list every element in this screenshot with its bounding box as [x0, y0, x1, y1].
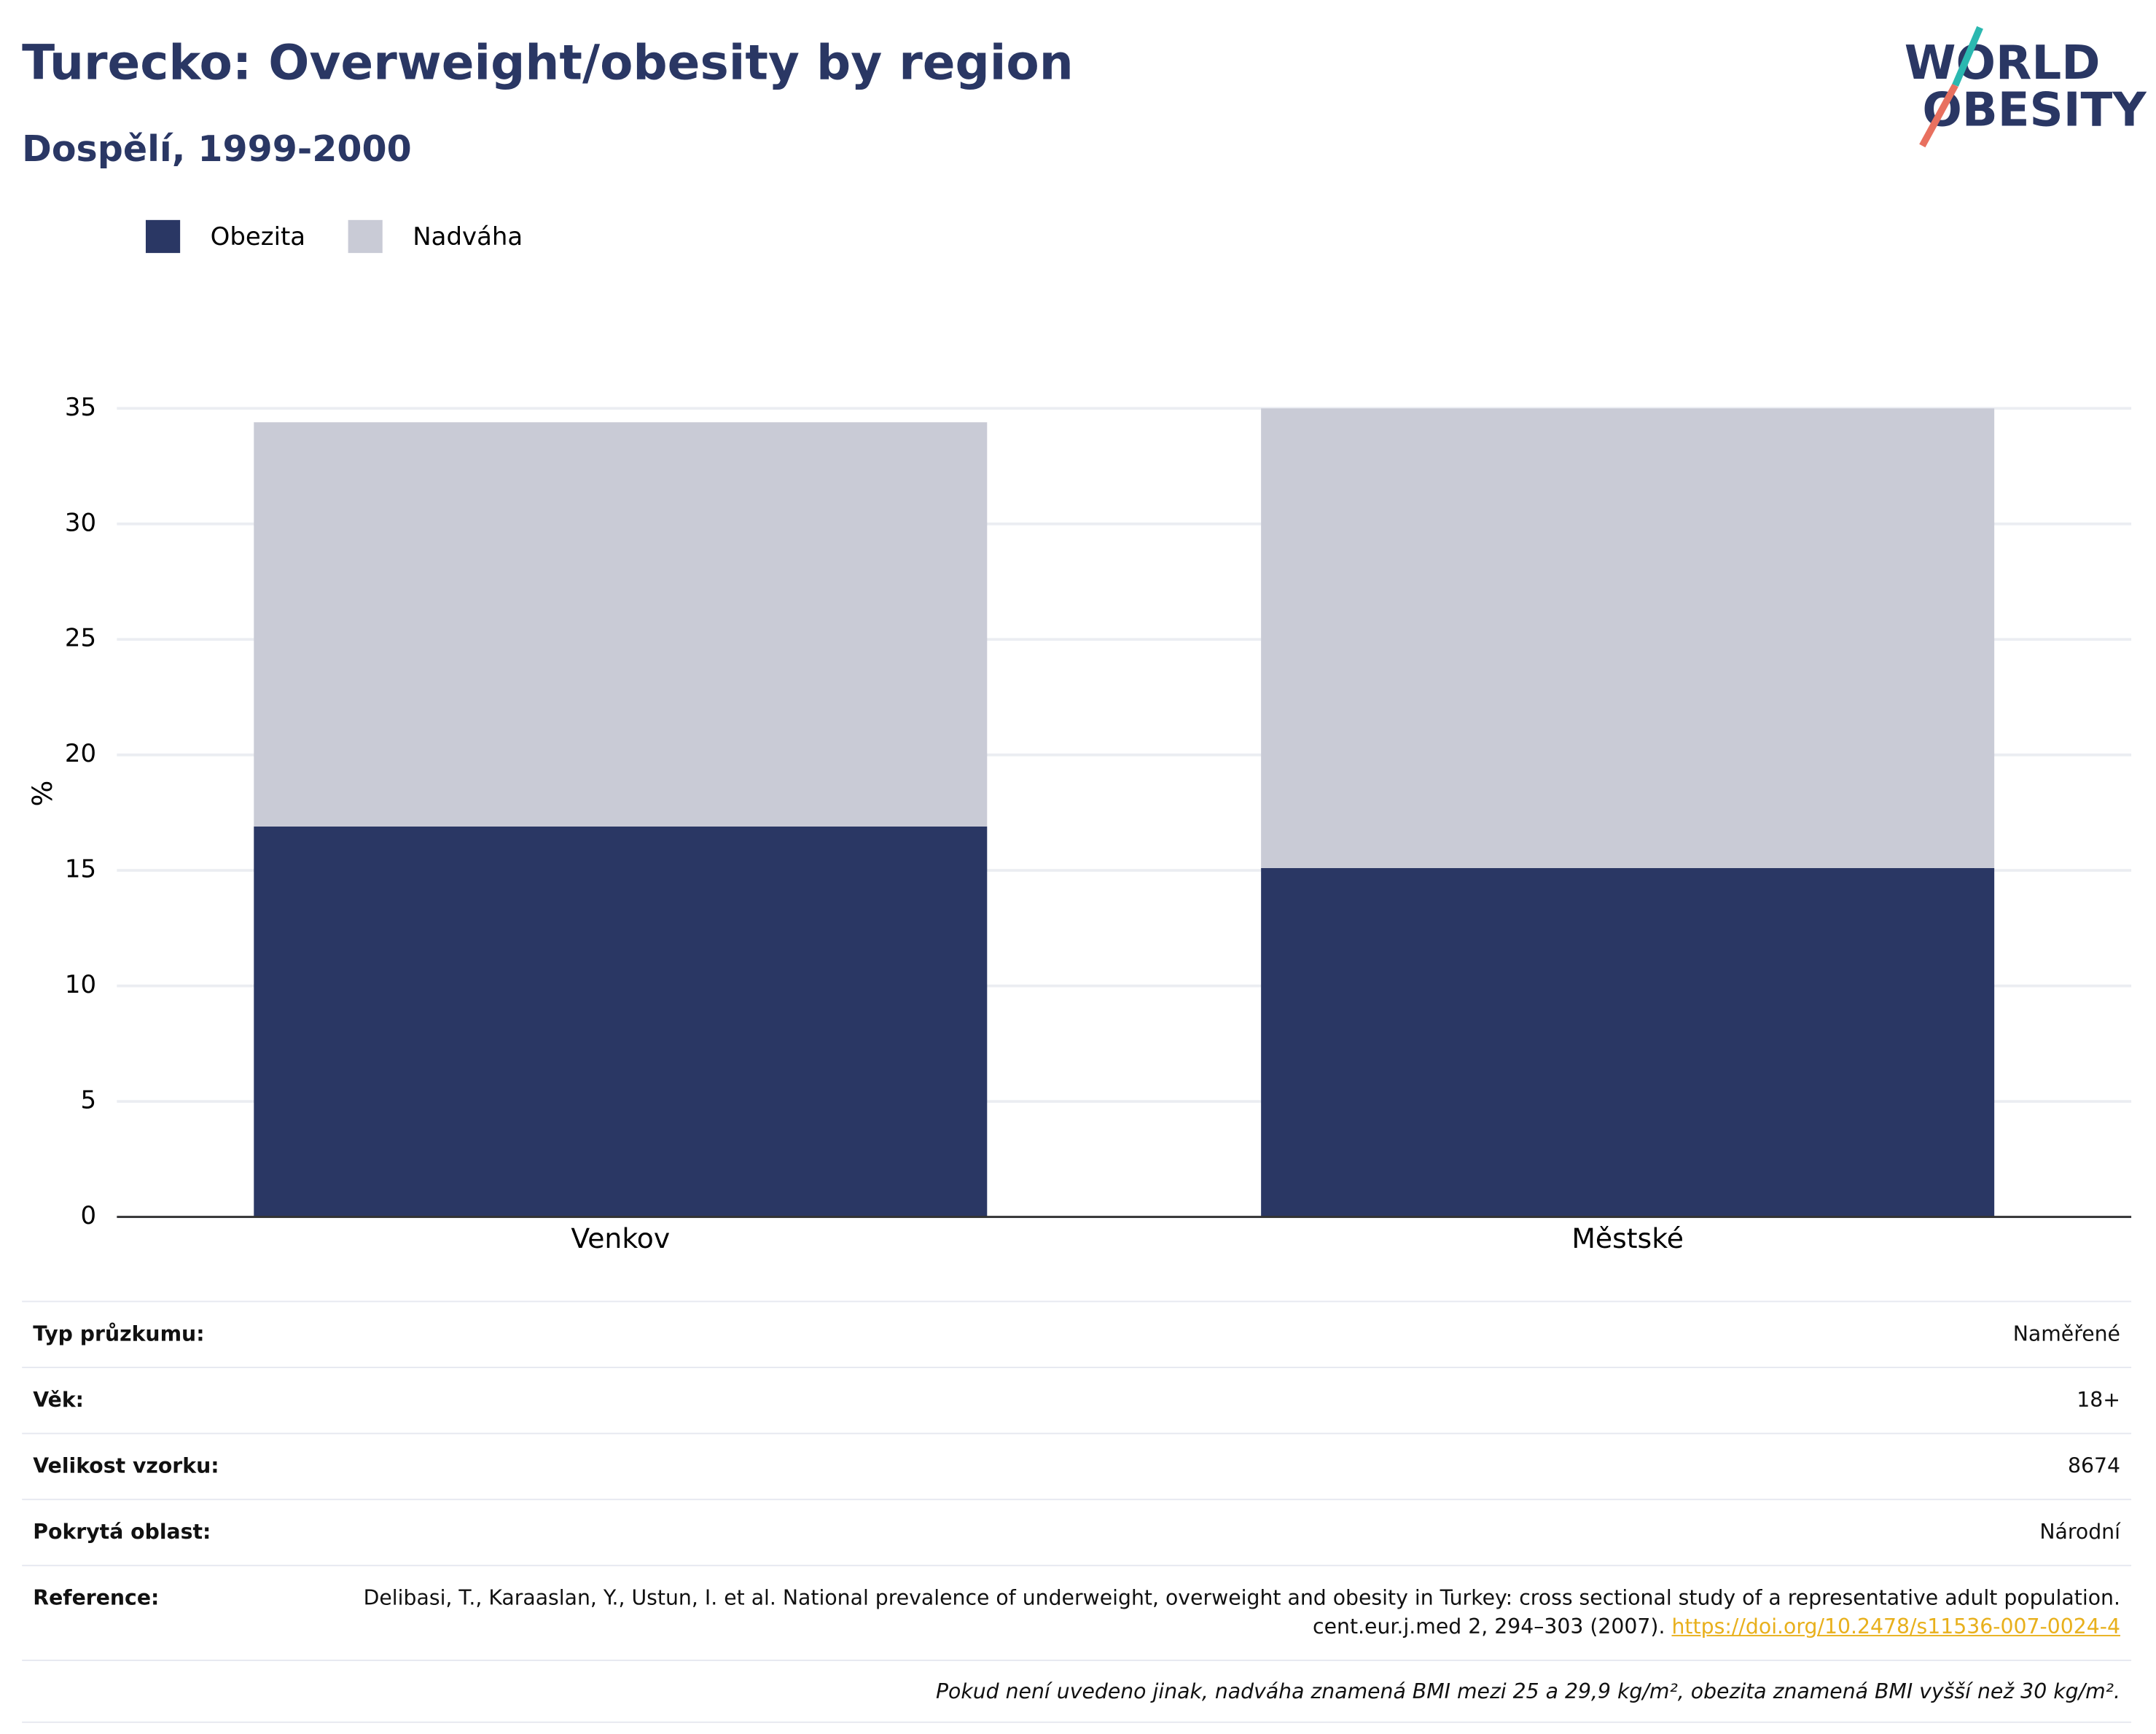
- bar-segment: [254, 826, 988, 1217]
- logo-slash: [1952, 26, 1983, 87]
- y-axis-label: %: [26, 781, 58, 807]
- y-tick-label: 25: [65, 624, 96, 653]
- reference-link[interactable]: https://doi.org/10.2478/s11536-007-0024-…: [1671, 1614, 2120, 1639]
- y-tick-label: 35: [65, 393, 96, 422]
- info-value: 18+: [2077, 1387, 2120, 1413]
- y-tick-label: 5: [80, 1086, 96, 1115]
- info-value: 8674: [2067, 1453, 2120, 1478]
- logo-slash: [1919, 83, 1958, 148]
- info-label: Typ průzkumu:: [33, 1321, 205, 1346]
- chart: Turecko: Overweight/obesity by region Do…: [22, 26, 2147, 1254]
- info-table: Typ průzkumu: Naměřené Věk: 18+ Velikost vzo…: [22, 1300, 2132, 1723]
- chart-title: Turecko: Overweight/obesity by region: [22, 35, 1074, 91]
- y-tick-label: 30: [65, 508, 96, 537]
- legend-swatch: [145, 219, 181, 254]
- info-label: Reference:: [33, 1585, 160, 1611]
- logo-text: OBESITY: [1922, 82, 2147, 137]
- logo-text: WORLD: [1905, 36, 2101, 90]
- info-row: Reference: Delibasi, T., Karaaslan, Y., U…: [22, 1564, 2132, 1660]
- bar-segment: [254, 422, 988, 827]
- info-row: Věk: 18+: [22, 1367, 2132, 1433]
- info-row: Pokrytá oblast: Národní: [22, 1499, 2132, 1565]
- y-tick-label: 15: [65, 855, 96, 884]
- y-tick-label: 0: [80, 1201, 96, 1230]
- x-tick-label: Městské: [1571, 1222, 1684, 1254]
- info-label: Věk:: [33, 1387, 84, 1413]
- reference-text: Delibasi, T., Karaaslan, Y., Ustun, I. e…: [363, 1585, 2120, 1639]
- info-value: Naměřené: [2012, 1321, 2120, 1346]
- info-value: Delibasi, T., Karaaslan, Y., Ustun, I. e…: [214, 1584, 2120, 1641]
- legend-label: Obezita: [211, 222, 305, 251]
- chart-subtitle: Dospělí, 1999-2000: [22, 128, 412, 170]
- info-row: Velikost vzorku: 8674: [22, 1432, 2132, 1499]
- bar-segment: [1261, 408, 1995, 868]
- info-row: Typ průzkumu: Naměřené: [22, 1300, 2132, 1367]
- y-tick-label: 10: [65, 970, 96, 999]
- info-value: Národní: [2039, 1519, 2120, 1544]
- legend-swatch: [348, 219, 383, 254]
- x-tick-label: Venkov: [571, 1222, 670, 1254]
- y-tick-label: 20: [65, 739, 96, 768]
- info-label: Pokrytá oblast:: [33, 1519, 211, 1544]
- info-label: Velikost vzorku:: [33, 1453, 219, 1478]
- bar-segment: [1261, 867, 1995, 1217]
- legend-label: Nadváha: [413, 222, 523, 251]
- footnote: Pokud není uvedeno jinak, nadváha znamen…: [22, 1660, 2132, 1723]
